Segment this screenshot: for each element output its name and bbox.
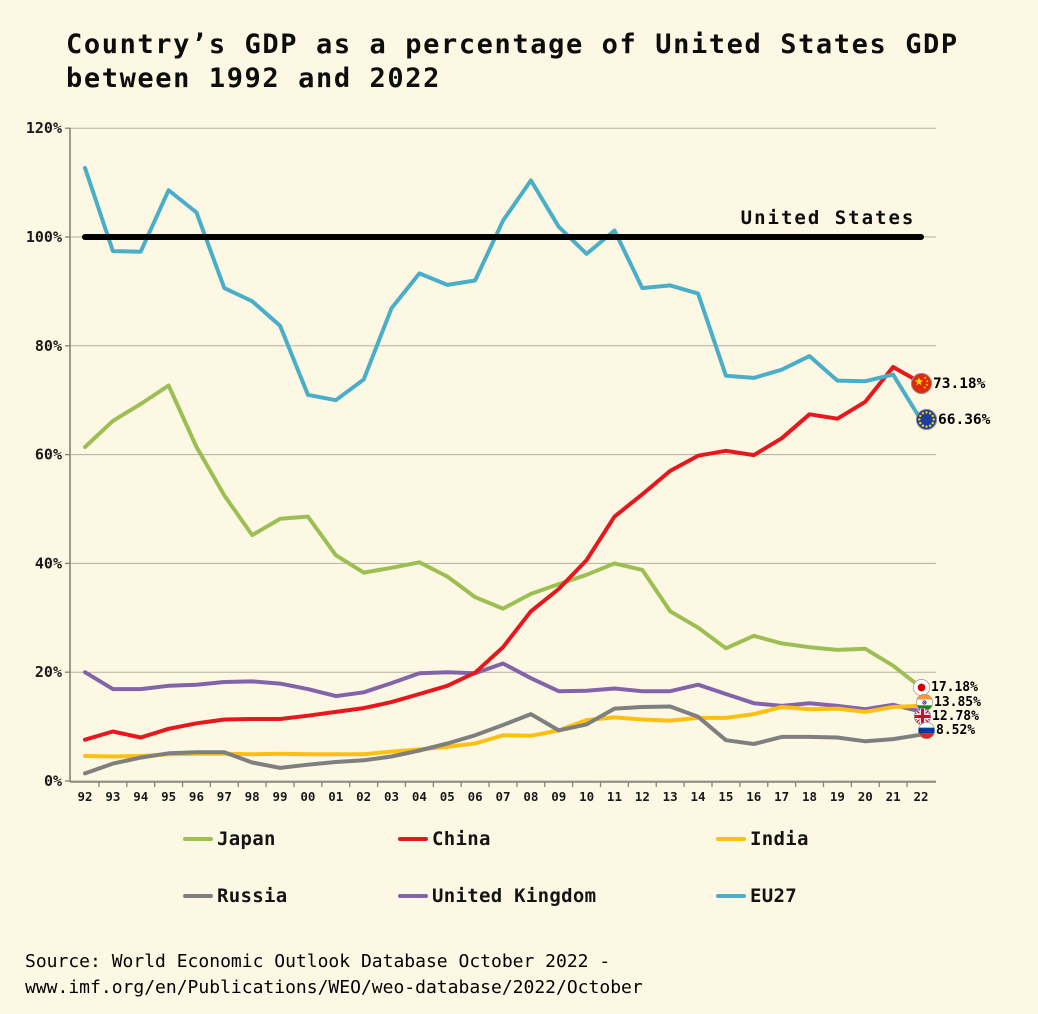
japan-end-value: 17.18% (931, 679, 978, 695)
end-label-china: 73.18% (911, 373, 985, 394)
y-tick-label-20%: 20% (35, 663, 62, 681)
x-tick-label-05: 05 (440, 789, 455, 804)
x-tick-label-10: 10 (579, 789, 594, 804)
x-tick-label-15: 15 (718, 789, 733, 804)
end-label-uk: 12.78% (914, 708, 979, 725)
india-legend-swatch (716, 836, 746, 842)
end-label-japan: 17.18% (913, 678, 978, 696)
end-label-eu27: 66.36% (916, 409, 990, 430)
x-tick-label-06: 06 (468, 789, 483, 804)
russia-line (83, 704, 923, 776)
y-tick-label-40%: 40% (35, 554, 62, 572)
legend-item-india: India (716, 828, 809, 850)
y-tick-label-80%: 80% (35, 337, 62, 355)
x-tick-label-96: 96 (189, 789, 204, 804)
end-label-india: 13.85% (916, 694, 981, 711)
legend-label-eu27: EU27 (750, 885, 797, 907)
china-flag-icon (911, 373, 932, 394)
legend-item-eu27: EU27 (716, 885, 797, 907)
y-tick-label-60%: 60% (35, 446, 62, 464)
x-tick-label-07: 07 (495, 789, 510, 804)
eu-flag-icon (916, 409, 937, 430)
russia-end-value: 8.52% (936, 723, 976, 738)
x-tick-label-92: 92 (77, 789, 92, 804)
uk-flag-icon (914, 708, 931, 725)
x-tick-label-04: 04 (412, 789, 427, 804)
legend-item-japan: Japan (183, 828, 276, 850)
legend-label-india: India (750, 828, 809, 850)
x-tick-label-93: 93 (105, 789, 120, 804)
eu27-line (83, 165, 923, 422)
x-tick-label-19: 19 (830, 789, 845, 804)
x-tick-label-16: 16 (746, 789, 761, 804)
chart-title-line1: Country’s GDP as a percentage of United … (66, 29, 959, 60)
end-label-russia: 8.52% (918, 722, 975, 739)
legend-label-russia: Russia (217, 885, 288, 907)
source-line2: www.imf.org/en/Publications/WEO/weo-data… (25, 977, 643, 998)
source-line1: Source: World Economic Outlook Database … (25, 951, 611, 972)
x-tick-label-08: 08 (523, 789, 538, 804)
china-end-value: 73.18% (933, 375, 986, 392)
x-tick-label-95: 95 (161, 789, 176, 804)
russia-flag-icon (918, 722, 935, 739)
uk-end-value: 12.78% (932, 709, 979, 724)
eu27-legend-swatch (716, 893, 746, 899)
chart-title-line2: between 1992 and 2022 (66, 63, 441, 94)
x-tick-label-11: 11 (607, 789, 622, 804)
russia-legend-swatch (183, 893, 213, 899)
united-kingdom-line (83, 661, 923, 714)
india-end-value: 13.85% (934, 695, 981, 710)
japan-legend-swatch (183, 836, 213, 842)
x-tick-label-13: 13 (663, 789, 678, 804)
x-tick-label-99: 99 (273, 789, 288, 804)
source-note: Source: World Economic Outlook Database … (25, 949, 643, 1001)
us-reference-label: United States (740, 207, 916, 229)
chart-title: Country’s GDP as a percentage of United … (66, 28, 959, 96)
eu27-end-value: 66.36% (938, 411, 991, 428)
x-tick-label-01: 01 (328, 789, 343, 804)
x-tick-label-21: 21 (886, 789, 901, 804)
x-tick-label-18: 18 (802, 789, 817, 804)
y-tick-label-120%: 120% (26, 119, 62, 137)
uk-legend-swatch (398, 893, 428, 899)
legend-label-united-kingdom: United Kingdom (432, 885, 597, 907)
china-line (83, 365, 923, 742)
x-tick-label-03: 03 (384, 789, 399, 804)
y-tick-label-100%: 100% (26, 228, 62, 246)
japan-line (83, 383, 923, 690)
x-tick-label-14: 14 (691, 789, 706, 804)
legend-item-china: China (398, 828, 491, 850)
japan-flag-icon (913, 678, 930, 696)
legend-item-russia: Russia (183, 885, 287, 907)
china-legend-swatch (398, 836, 428, 842)
x-tick-label-02: 02 (356, 789, 371, 804)
x-tick-label-94: 94 (133, 789, 148, 804)
x-tick-label-00: 00 (300, 789, 315, 804)
x-tick-label-20: 20 (858, 789, 873, 804)
x-tick-label-22: 22 (913, 789, 928, 804)
legend-label-japan: Japan (217, 828, 276, 850)
x-tick-label-09: 09 (551, 789, 566, 804)
x-tick-label-97: 97 (217, 789, 232, 804)
legend-item-united-kingdom: United Kingdom (398, 885, 596, 907)
legend-label-china: China (432, 828, 491, 850)
y-tick-label-0%: 0% (44, 772, 62, 790)
x-tick-label-98: 98 (245, 789, 260, 804)
x-tick-label-12: 12 (635, 789, 650, 804)
x-tick-label-17: 17 (774, 789, 789, 804)
india-line (83, 703, 923, 759)
